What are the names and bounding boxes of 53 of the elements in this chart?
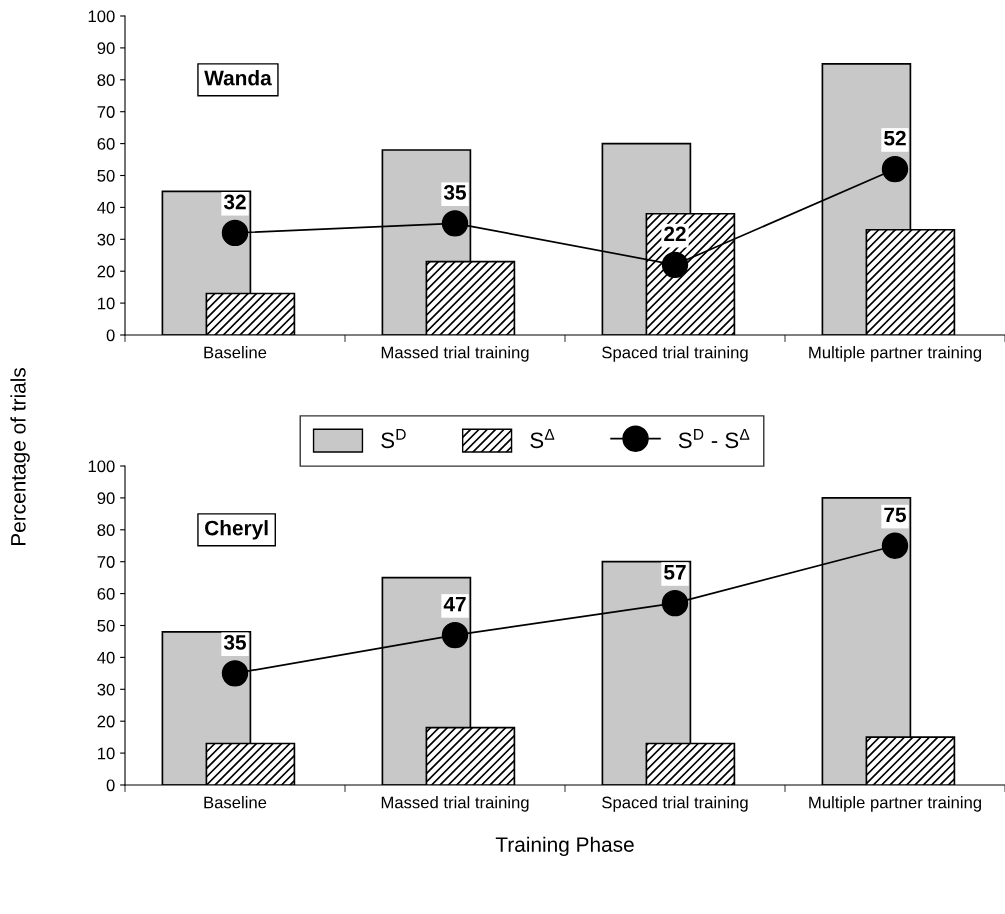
- x-tick-label: Multiple partner training: [809, 796, 982, 812]
- annotation: Cheryl: [205, 520, 268, 540]
- data-label: 75: [884, 507, 907, 523]
- y-tick-label: 60: [97, 588, 115, 600]
- y-tick-label: 80: [97, 524, 115, 536]
- point: [661, 251, 689, 279]
- legend-label: S$^{Δ}$: [530, 429, 555, 449]
- point: [881, 155, 909, 183]
- x-axis-title: Training Phase: [495, 836, 634, 857]
- x-tick-label: Baseline: [204, 346, 267, 359]
- y-tick-label: 50: [97, 169, 115, 182]
- legend-label: S$^{D}$ - S$^{Δ}$: [678, 429, 750, 449]
- y-tick-label: 10: [98, 297, 115, 310]
- y-tick-label: 40: [97, 651, 115, 664]
- annotation: Wanda: [204, 70, 272, 86]
- x-tick-label: Spaced trial training: [602, 346, 748, 362]
- y-tick-label: 60: [97, 138, 115, 150]
- y-tick-label: 70: [97, 556, 115, 568]
- data-label: 52: [884, 130, 906, 146]
- data-label: 35: [223, 635, 247, 650]
- y-tick-label: 20: [97, 265, 115, 278]
- legend-label: S$^{D}$: [381, 429, 406, 449]
- y-tick-label: 30: [97, 233, 115, 246]
- y-tick-label: 10: [98, 747, 115, 760]
- x-tick-label: Multiple partner training: [809, 346, 982, 362]
- point: [661, 589, 689, 617]
- data-label: 57: [664, 565, 686, 580]
- x-tick-label: Massed trial training: [381, 346, 529, 362]
- point: [441, 621, 469, 649]
- y-tick-label: 100: [88, 10, 115, 23]
- data-label: 35: [443, 185, 467, 200]
- y-tick-label: 0: [106, 779, 115, 792]
- data-label: 32: [223, 194, 246, 210]
- y-tick-label: 50: [97, 619, 115, 632]
- y-tick-label: 100: [88, 460, 115, 473]
- point: [221, 219, 249, 247]
- x-tick-label: Baseline: [204, 796, 267, 809]
- x-tick-label: Massed trial training: [381, 796, 529, 812]
- y-tick-label: 40: [97, 201, 115, 214]
- data-label: 47: [443, 596, 466, 612]
- point: [221, 660, 249, 687]
- y-tick-label: 20: [97, 715, 115, 728]
- point: [441, 210, 469, 237]
- x-tick-label: Spaced trial training: [602, 796, 748, 812]
- y-tick-label: 0: [106, 329, 115, 342]
- y-tick-label: 80: [97, 74, 115, 86]
- y-tick-label: 90: [97, 42, 115, 55]
- y-tick-label: 70: [97, 106, 115, 118]
- point: [881, 532, 909, 559]
- y-tick-label: 90: [97, 492, 115, 505]
- y-tick-label: 30: [97, 683, 115, 696]
- data-label: 22: [664, 226, 686, 242]
- y-axis-title: Percentage of trials: [10, 368, 30, 546]
